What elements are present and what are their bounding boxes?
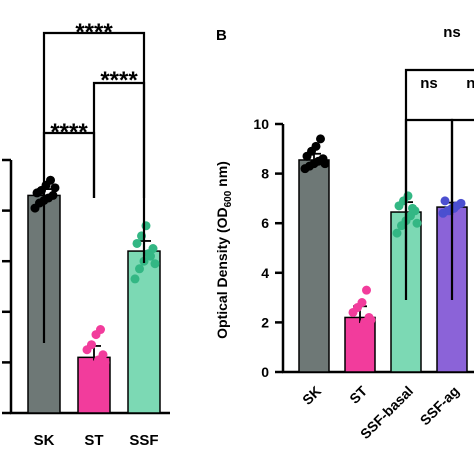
panel-a-bars — [27, 175, 161, 414]
data-point — [320, 159, 330, 169]
panel-b-y-ticks: 0 2 4 6 8 10 — [253, 116, 283, 380]
data-point — [456, 198, 466, 208]
x-tick-label: SK — [34, 432, 55, 449]
data-point — [100, 357, 110, 367]
data-point — [148, 244, 158, 254]
ylabel-tail: nm) — [214, 161, 230, 191]
y-tick-label: 2 — [261, 314, 269, 330]
y-tick-label: 4 — [261, 265, 269, 281]
comparison-label: **** — [75, 19, 113, 46]
data-point — [146, 251, 155, 261]
y-tick-label: 6 — [261, 215, 269, 231]
data-point — [46, 175, 55, 185]
data-point — [130, 274, 140, 284]
data-point — [150, 259, 160, 269]
data-point — [440, 196, 450, 206]
ylabel-sub: 600 — [223, 190, 234, 207]
y-tick-label: 0 — [261, 364, 269, 380]
x-tick-label: ST — [346, 382, 370, 406]
data-point — [135, 264, 144, 274]
data-point — [357, 298, 367, 308]
panel-a-brackets: **** **** **** — [42, 19, 146, 343]
comparison-label: ns — [443, 24, 461, 41]
x-tick-label: SSF-ag — [417, 383, 462, 428]
y-tick-label: 10 — [253, 116, 269, 132]
data-point — [48, 190, 58, 200]
comparison-label: **** — [50, 119, 88, 146]
panel-a-x-tick-labels: SK ST SSF — [34, 432, 159, 449]
x-tick-label: SSF — [129, 432, 158, 449]
panel-b-y-axis-label: Optical Density (OD600 nm) — [214, 161, 234, 339]
y-tick-label: 8 — [261, 166, 269, 182]
panel-b-brackets: ns ns ns — [404, 24, 474, 300]
comparison-label: ns — [466, 75, 474, 92]
data-point — [366, 315, 376, 325]
panel-a-y-ticks — [2, 158, 11, 415]
data-point — [311, 141, 321, 151]
data-point — [85, 368, 94, 378]
data-point — [346, 335, 356, 345]
data-point — [362, 285, 371, 295]
data-point — [96, 325, 105, 335]
data-point — [392, 228, 402, 238]
comparison-bracket — [450, 118, 474, 300]
x-tick-label: ST — [84, 432, 103, 449]
data-point — [87, 340, 96, 350]
data-point — [316, 134, 325, 144]
svg-text:Optical Density (OD600 nm): Optical Density (OD600 nm) — [214, 161, 234, 339]
data-point — [80, 378, 90, 388]
data-point — [98, 350, 108, 360]
x-tick-label: SK — [299, 383, 324, 408]
data-point — [132, 238, 142, 248]
comparison-label: **** — [100, 67, 138, 94]
panel-b-label: B — [216, 27, 227, 44]
comparison-bracket — [42, 131, 96, 343]
comparison-label: ns — [420, 75, 438, 92]
data-point — [412, 218, 422, 228]
panel-a: **** **** **** SK ST SSF — [2, 19, 170, 449]
data-point — [50, 183, 60, 193]
data-point — [141, 221, 151, 231]
data-point — [403, 191, 413, 201]
data-point — [449, 203, 459, 213]
panel-b-bars — [298, 134, 468, 373]
comparison-bracket — [92, 81, 146, 263]
bar-SK — [298, 159, 330, 373]
bar-ST — [344, 316, 376, 373]
data-point — [408, 203, 417, 213]
ylabel-main: Optical Density (OD — [214, 207, 230, 338]
